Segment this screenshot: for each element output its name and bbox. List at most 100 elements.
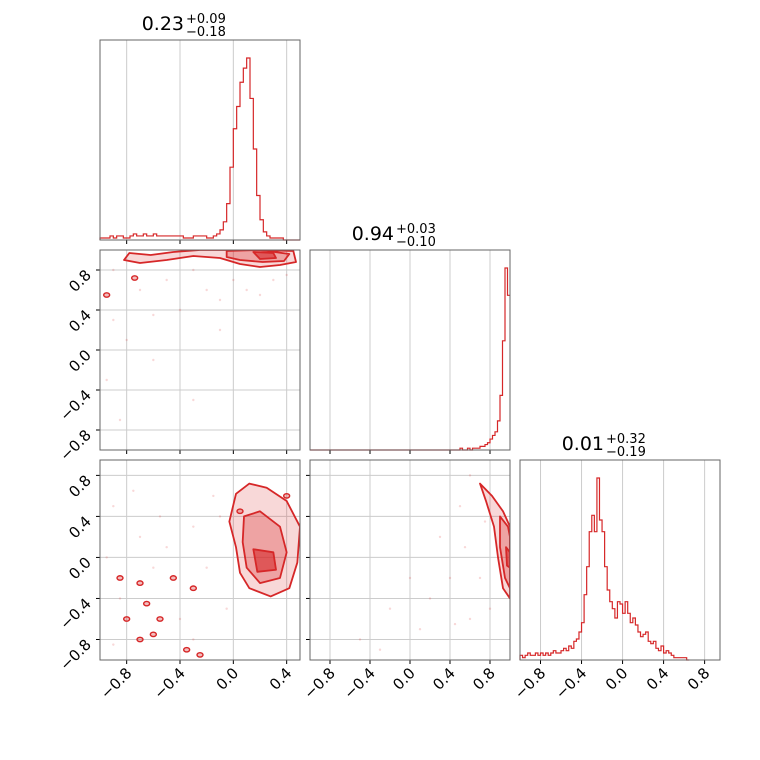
scatter-point <box>132 489 135 492</box>
x-tick-label: 0.4 <box>266 664 296 694</box>
density-frame-2 <box>99 459 301 661</box>
param-title-minus: −0.18 <box>186 25 226 40</box>
x-tick-label: 0.4 <box>429 664 459 694</box>
scatter-point <box>178 308 182 312</box>
scatter-point <box>205 566 208 569</box>
scatter-point <box>192 525 195 528</box>
x-tick-label: 0.4 <box>643 664 673 694</box>
x-tick-label: 0.0 <box>602 664 632 694</box>
scatter-point <box>152 566 155 569</box>
scatter-point <box>212 494 215 498</box>
scatter-point <box>418 628 422 631</box>
scatter-point <box>165 545 168 549</box>
contour-mid <box>499 515 510 590</box>
scatter-point <box>218 298 222 302</box>
scatter-point <box>218 328 222 332</box>
contour-inner <box>505 546 510 569</box>
contour-inner <box>252 548 277 573</box>
x-tick-label: 0.0 <box>213 664 243 694</box>
scatter-point <box>358 638 362 641</box>
scatter-point <box>192 268 195 272</box>
scatter-point <box>165 278 168 282</box>
scatter-point <box>232 278 235 282</box>
scatter-point <box>138 535 142 539</box>
scatter-point <box>152 358 155 362</box>
scatter-point <box>138 288 142 292</box>
scatter-point <box>112 504 115 508</box>
scatter-point <box>112 643 115 646</box>
scatter-point <box>453 622 457 626</box>
scatter-point <box>105 378 108 382</box>
x-tick-label: −0.4 <box>340 664 378 702</box>
hist-panel-2: 0.94 +0.03−0.10 <box>310 222 510 454</box>
y-tick-label: 0.0 <box>65 554 95 584</box>
scatter-point <box>458 504 462 508</box>
scatter-point <box>112 318 115 322</box>
scatter-point <box>112 268 115 272</box>
y-tick-label: −0.4 <box>56 386 94 424</box>
contour-island <box>136 636 144 643</box>
scatter-point <box>378 648 382 651</box>
axes-layer: 0.23 +0.09−0.180.94 +0.03−0.10−0.8 −0.4 0.0 0… <box>56 12 721 703</box>
y-tick-label: −0.8 <box>56 636 94 674</box>
hist-panel-3: −0.8 −0.4 0.0 0.4 0.8 0.01 +0.32−0.19 <box>511 432 714 703</box>
scatter-point <box>225 607 228 610</box>
density-panel-2: −0.8 −0.4 0.0 0.4−0.8−0.40.00.40.8 <box>56 460 300 703</box>
contour-island <box>236 508 244 515</box>
scatter-point <box>408 576 412 580</box>
scatter-point <box>478 576 482 580</box>
scatter-point <box>218 515 222 518</box>
contour-island <box>136 580 144 586</box>
x-tick-label: −0.8 <box>511 664 549 702</box>
y-tick-label: 0.8 <box>65 471 95 501</box>
x-tick-label: 0.0 <box>389 664 419 694</box>
param-title-median: 0.23 <box>142 13 184 35</box>
scatter-point <box>468 474 472 477</box>
param-title-plus: +0.09 <box>186 12 226 27</box>
x-tick-label: −0.8 <box>300 664 338 702</box>
contour-outer <box>479 482 510 600</box>
param-title-plus: +0.32 <box>606 432 646 447</box>
contour-island <box>116 575 124 581</box>
contour-island <box>142 600 151 607</box>
scatter-point <box>468 617 472 621</box>
scatter-point <box>105 556 108 559</box>
param-title-minus: −0.10 <box>396 235 436 250</box>
scatter-point <box>428 597 432 600</box>
x-tick-label: −0.4 <box>150 664 188 702</box>
y-tick-label: 0.4 <box>65 306 95 336</box>
contour-inner <box>252 251 277 260</box>
scatter-point <box>483 520 487 523</box>
contour-island <box>196 651 204 658</box>
y-tick-label: 0.8 <box>65 266 95 296</box>
x-tick-label: 0.8 <box>469 664 499 694</box>
scatter-point <box>152 313 155 317</box>
hist-frame-3 <box>519 459 721 661</box>
scatter-point <box>125 338 128 342</box>
contour-island <box>282 492 291 499</box>
scatter-point <box>192 638 195 641</box>
hist-step-line <box>519 477 690 661</box>
density-content <box>102 250 297 422</box>
scatter-point <box>438 535 442 539</box>
param-title-minus: −0.19 <box>606 445 646 460</box>
contour-island <box>102 292 111 298</box>
density-frame-1 <box>99 249 301 451</box>
scatter-point <box>178 617 182 621</box>
scatter-point <box>118 418 122 422</box>
contour-outer <box>123 250 297 268</box>
y-tick-label: 0.0 <box>65 346 95 376</box>
x-tick-label: −0.8 <box>97 664 135 702</box>
y-tick-label: −0.4 <box>56 595 94 633</box>
param-title-median: 0.01 <box>562 433 604 455</box>
density-content <box>105 482 300 658</box>
scatter-point <box>118 597 122 600</box>
scatter-point <box>448 576 452 580</box>
contour-island <box>189 585 198 592</box>
scatter-point <box>192 398 195 402</box>
y-tick-label: −0.8 <box>56 426 94 464</box>
param-title-plus: +0.03 <box>396 222 436 237</box>
scatter-point <box>258 293 262 297</box>
contour-island <box>149 631 158 638</box>
